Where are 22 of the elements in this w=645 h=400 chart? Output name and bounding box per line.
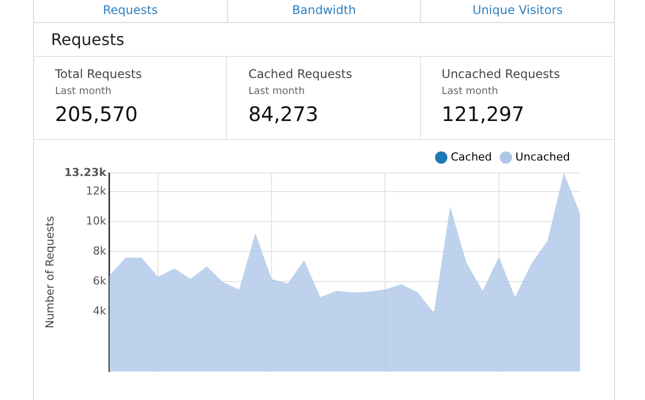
y-tick-label: 12k — [86, 184, 107, 198]
y-axis-title: Number of Requests — [43, 216, 56, 328]
text: Requests — [34, 0, 227, 22]
text: Last month — [55, 86, 112, 97]
text: 121,297 — [442, 102, 526, 126]
legend-label: Cached — [450, 150, 492, 164]
y-tick-label: 8k — [92, 244, 107, 258]
text: Cached Requests — [248, 67, 354, 81]
y-tick-label: 13.23k — [64, 166, 107, 179]
y-tick-label: 6k — [92, 274, 107, 288]
text: Unique Visitors — [420, 0, 614, 22]
y-tick-label: 4k — [92, 304, 107, 318]
legend-label: Uncached — [515, 150, 570, 164]
y-tick-label: 10k — [86, 214, 107, 228]
text: 84,273 — [248, 102, 320, 126]
text: 205,570 — [55, 102, 139, 126]
text: Bandwidth — [226, 0, 420, 22]
text: Total Requests — [55, 67, 143, 81]
text: Last month — [442, 86, 500, 97]
text: Last month — [248, 86, 306, 97]
text: Uncached Requests — [442, 67, 562, 81]
chart-title: Requests — [51, 30, 124, 49]
